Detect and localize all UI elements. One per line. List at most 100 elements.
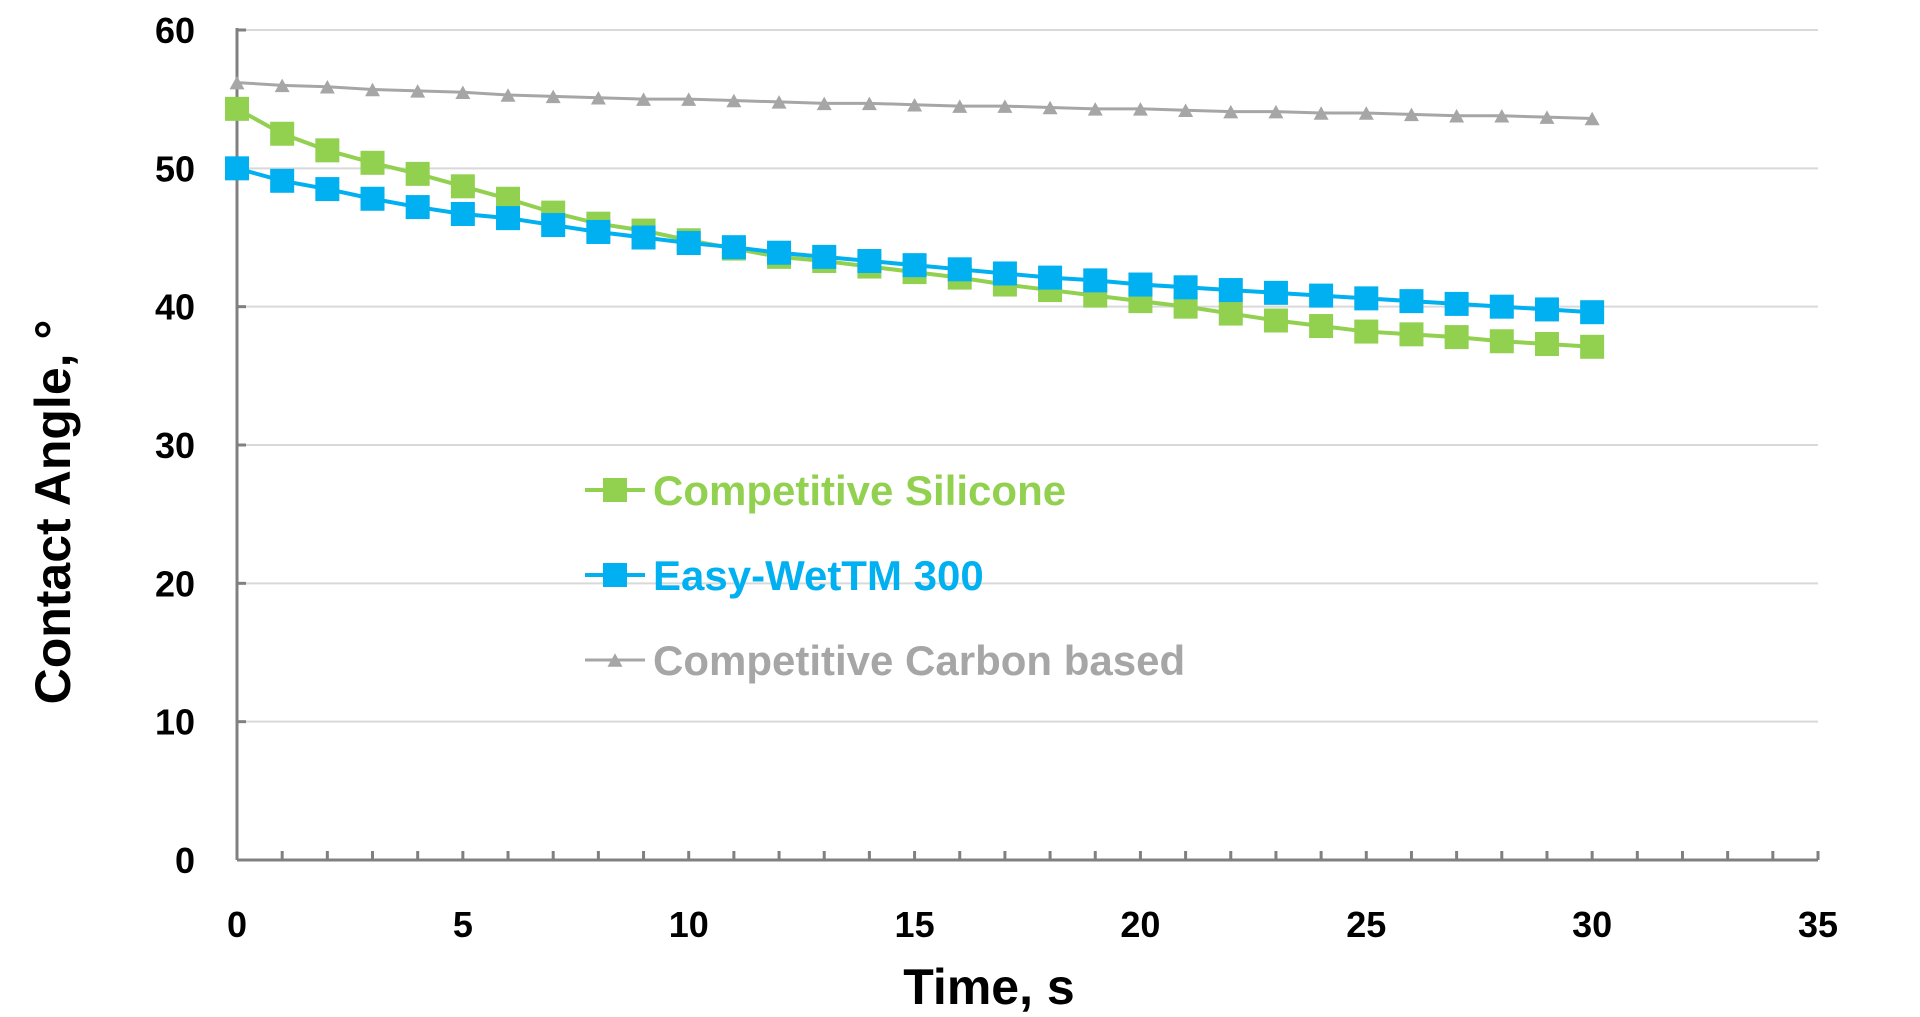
data-point bbox=[1580, 334, 1605, 359]
data-point bbox=[1354, 319, 1379, 344]
data-point bbox=[1444, 325, 1469, 350]
data-series bbox=[225, 75, 1605, 359]
legend-item-2: Easy-WetTM 300 bbox=[585, 552, 984, 599]
x-tick-label: 15 bbox=[895, 904, 935, 945]
data-point bbox=[1173, 275, 1198, 300]
data-point bbox=[861, 96, 877, 111]
data-point bbox=[1178, 103, 1194, 117]
data-point bbox=[1223, 104, 1239, 119]
data-point bbox=[902, 253, 927, 278]
series-1 bbox=[225, 96, 1605, 359]
data-point bbox=[496, 206, 521, 231]
data-point bbox=[1403, 107, 1419, 122]
data-point bbox=[1313, 106, 1329, 120]
data-point bbox=[274, 78, 290, 93]
x-tick-label: 30 bbox=[1572, 904, 1612, 945]
legend-label: Competitive Silicone bbox=[653, 467, 1066, 514]
data-point bbox=[225, 96, 249, 121]
series-2 bbox=[225, 156, 1605, 325]
data-point bbox=[1042, 100, 1058, 115]
data-point bbox=[405, 161, 430, 186]
legend-item-1: Competitive Silicone bbox=[585, 467, 1066, 514]
data-point bbox=[365, 82, 381, 97]
data-point bbox=[1580, 300, 1605, 325]
legend-item-3: Competitive Carbon based bbox=[585, 637, 1185, 684]
data-point bbox=[410, 84, 426, 98]
x-tick-label: 20 bbox=[1120, 904, 1160, 945]
data-point bbox=[631, 225, 656, 250]
data-point bbox=[315, 138, 340, 163]
data-point bbox=[360, 186, 385, 211]
data-point bbox=[1494, 109, 1510, 123]
data-point bbox=[1399, 289, 1424, 314]
data-point bbox=[590, 91, 606, 105]
y-tick-label: 60 bbox=[155, 10, 195, 51]
data-point bbox=[952, 99, 968, 113]
series-3 bbox=[229, 75, 1600, 126]
data-point bbox=[1539, 110, 1555, 124]
data-point bbox=[1534, 297, 1559, 322]
data-point bbox=[1263, 308, 1288, 333]
data-point bbox=[1444, 291, 1469, 316]
data-point bbox=[947, 257, 972, 282]
data-point bbox=[455, 85, 471, 99]
data-point bbox=[1087, 102, 1103, 116]
y-tick-label: 20 bbox=[155, 563, 195, 604]
x-tick-label: 0 bbox=[227, 904, 247, 945]
y-axis-title: Contact Angle, ° bbox=[25, 320, 81, 705]
data-point bbox=[405, 195, 430, 220]
data-point bbox=[1309, 283, 1334, 308]
y-tick-label: 0 bbox=[175, 840, 195, 881]
data-point bbox=[270, 121, 295, 146]
y-tick-label: 40 bbox=[155, 287, 195, 328]
data-point bbox=[1534, 332, 1559, 357]
tick-labels: 0 10 20 30 40 50 60 0 5 10 15 20 25 30 35 bbox=[155, 10, 1838, 945]
data-point bbox=[1584, 111, 1600, 126]
data-point bbox=[541, 213, 566, 238]
data-point bbox=[907, 97, 923, 112]
data-point bbox=[1268, 104, 1284, 119]
data-point bbox=[225, 156, 249, 181]
data-point bbox=[319, 79, 335, 94]
data-point bbox=[1399, 322, 1424, 347]
data-point bbox=[1218, 301, 1243, 326]
data-point bbox=[721, 235, 746, 260]
data-point bbox=[771, 95, 787, 109]
data-point bbox=[500, 88, 516, 102]
legend-label: Easy-WetTM 300 bbox=[653, 552, 984, 599]
y-tick-label: 50 bbox=[155, 148, 195, 189]
x-tick-label: 25 bbox=[1346, 904, 1386, 945]
data-point bbox=[586, 219, 611, 244]
data-point bbox=[1354, 286, 1379, 311]
data-point bbox=[997, 99, 1013, 113]
x-axis-title: Time, s bbox=[903, 959, 1074, 1015]
data-point bbox=[229, 75, 245, 90]
x-tick-label: 5 bbox=[453, 904, 473, 945]
data-point bbox=[681, 92, 697, 106]
y-tick-label: 10 bbox=[155, 702, 195, 743]
y-tick-label: 30 bbox=[155, 425, 195, 466]
gridlines bbox=[237, 29, 1818, 723]
x-tick-label: 10 bbox=[669, 904, 709, 945]
data-point bbox=[992, 261, 1017, 286]
data-point bbox=[636, 92, 652, 106]
data-point bbox=[1218, 278, 1243, 303]
data-point bbox=[450, 201, 475, 226]
data-point bbox=[1132, 102, 1148, 116]
data-point bbox=[1449, 109, 1465, 123]
data-point bbox=[1083, 268, 1108, 293]
data-point bbox=[1358, 106, 1374, 120]
data-point bbox=[1128, 272, 1153, 297]
legend-marker bbox=[603, 478, 627, 502]
data-point bbox=[1489, 294, 1514, 319]
data-point bbox=[450, 174, 475, 199]
data-point bbox=[1489, 329, 1514, 354]
data-point bbox=[270, 168, 295, 193]
series-line bbox=[236, 107, 1593, 349]
data-point bbox=[1309, 314, 1334, 339]
data-point bbox=[767, 240, 792, 265]
data-point bbox=[676, 231, 701, 256]
data-point bbox=[857, 249, 882, 274]
data-point bbox=[816, 96, 832, 111]
